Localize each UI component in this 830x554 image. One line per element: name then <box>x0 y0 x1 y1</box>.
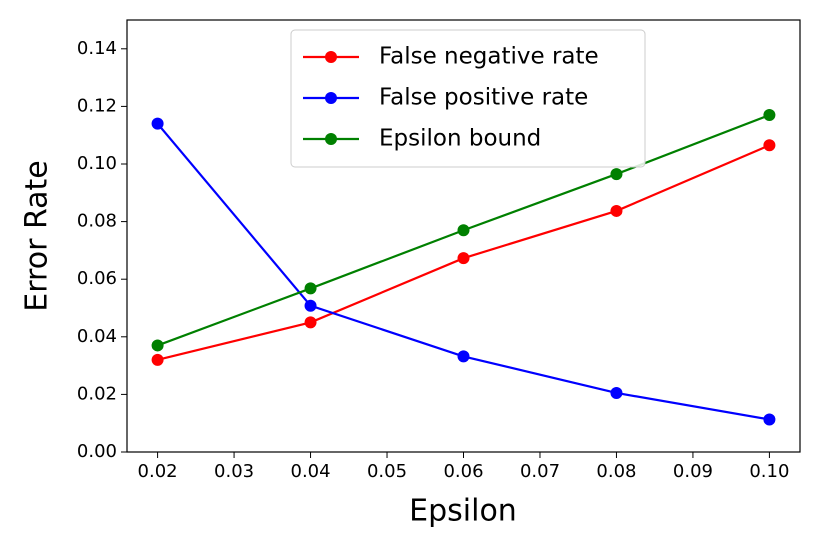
y-tick-label: 0.14 <box>77 38 117 59</box>
data-point <box>763 109 776 122</box>
y-axis-label: Error Rate <box>20 160 55 311</box>
x-tick-label: 0.07 <box>520 461 560 482</box>
series-line <box>156 122 770 421</box>
data-point <box>304 299 317 312</box>
data-point <box>304 316 317 329</box>
data-point <box>304 282 317 295</box>
legend-marker <box>325 92 337 104</box>
x-axis-label: Epsilon <box>409 494 517 529</box>
data-point <box>610 204 623 217</box>
data-point <box>610 386 623 399</box>
legend: False negative rate False positive rate Ep… <box>290 29 646 168</box>
x-tick-label: 0.08 <box>596 461 636 482</box>
x-tick-label: 0.05 <box>367 461 407 482</box>
x-tick-label: 0.06 <box>443 461 483 482</box>
data-point <box>457 350 470 363</box>
x-tick-label: 0.02 <box>138 461 178 482</box>
y-tick-label: 0.10 <box>77 153 117 174</box>
legend-label: False positive rate <box>379 85 588 111</box>
legend-marker <box>325 133 337 145</box>
y-tick-label: 0.02 <box>77 383 117 404</box>
y-tick-label: 0.12 <box>77 95 117 116</box>
data-point <box>151 117 164 130</box>
y-tick-label: 0.00 <box>77 441 117 462</box>
x-tick-label: 0.09 <box>673 461 713 482</box>
y-tick-label: 0.06 <box>77 268 117 289</box>
legend-label: Epsilon bound <box>379 126 541 152</box>
data-point <box>151 339 164 352</box>
data-point <box>763 413 776 426</box>
data-point <box>610 168 623 181</box>
legend-marker <box>325 51 337 63</box>
data-point <box>457 224 470 237</box>
legend-box <box>290 29 646 168</box>
legend-label: False negative rate <box>379 44 599 70</box>
x-tick-label: 0.10 <box>749 461 789 482</box>
data-point <box>763 139 776 152</box>
y-tick-label: 0.04 <box>77 326 117 347</box>
data-point <box>151 353 164 366</box>
x-tick-label: 0.04 <box>291 461 331 482</box>
x-tick-label: 0.03 <box>214 461 254 482</box>
y-tick-label: 0.08 <box>77 211 117 232</box>
data-point <box>457 252 470 265</box>
